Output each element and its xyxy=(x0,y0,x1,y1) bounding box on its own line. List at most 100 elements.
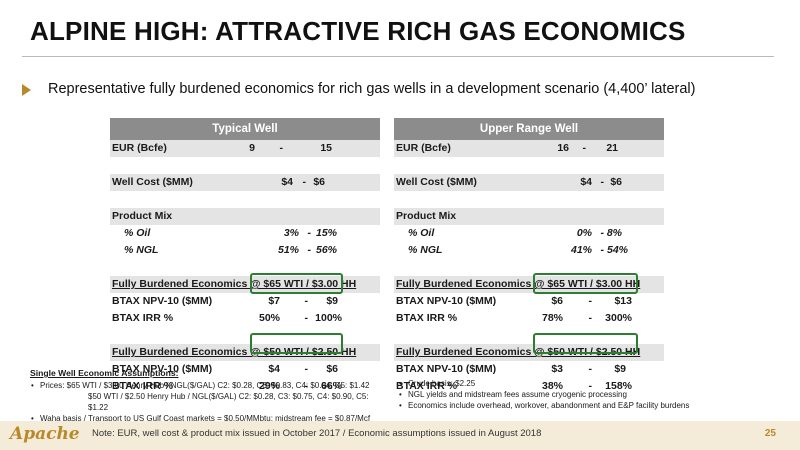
range-dash: - xyxy=(600,176,605,188)
irr-high: 100% xyxy=(315,312,342,324)
assumption-prices-continued: $50 WTI / $2.50 Henry Hub / NGL($/GAL) C… xyxy=(88,392,369,412)
single-well-assumptions: Single Well Economic Assumptions: • Pric… xyxy=(30,368,390,424)
scenario-65-label: Fully Burdened Economics @ $65 WTI / $3.… xyxy=(112,278,357,290)
ngl-high: 54% xyxy=(606,244,628,256)
irr-low: 38% xyxy=(541,380,563,392)
product-mix-row: Product Mix xyxy=(394,208,664,225)
additional-assumptions: • Crude basis: $2.25 • NGL yields and mi… xyxy=(398,378,778,411)
bullet-dot: • xyxy=(399,401,402,410)
ngl-low: 41% xyxy=(570,244,592,256)
npv-high: $13 xyxy=(614,295,632,307)
oil-row: % Oil 0% - 8% xyxy=(394,225,664,242)
spacer-row xyxy=(110,157,380,174)
well-cost-row: Well Cost ($MM) $4 - $6 xyxy=(394,174,664,191)
spacer-row xyxy=(394,157,664,174)
irr-high: 66% xyxy=(320,380,342,392)
range-dash: - xyxy=(302,176,307,188)
range-dash: - xyxy=(304,295,309,307)
highlight-box-typical-65 xyxy=(250,273,343,294)
scenario-50-irr-row: BTAX IRR % 38% - 158% xyxy=(394,378,664,395)
assumption-waha: Waha basis / Transport to US Gulf Coast … xyxy=(40,414,371,423)
npv-low: $4 xyxy=(268,363,280,375)
scenario-50-label: Fully Burdened Economics @ $50 WTI / $2.… xyxy=(396,346,641,358)
irr-low: 50% xyxy=(258,312,280,324)
bullet-triangle-icon xyxy=(22,84,31,96)
range-dash: - xyxy=(588,380,593,392)
oil-high: 8% xyxy=(606,227,622,239)
typical-well-table: Typical Well EUR (Bcfe) 9 - 15 Well Cost… xyxy=(110,118,380,395)
ngl-row: % NGL 41% - 54% xyxy=(394,242,664,259)
npv-high: $6 xyxy=(326,363,338,375)
bullet-dot: • xyxy=(399,390,402,399)
footer-note: Note: EUR, well cost & product mix issue… xyxy=(92,428,542,439)
range-dash: - xyxy=(307,244,312,256)
scenario-50-label: Fully Burdened Economics @ $50 WTI / $2.… xyxy=(112,346,357,358)
eur-low: 9 xyxy=(249,142,255,154)
range-dash: - xyxy=(304,380,309,392)
range-dash: - xyxy=(588,363,593,375)
range-dash: - xyxy=(588,312,593,324)
npv-low: $7 xyxy=(268,295,280,307)
oil-low: 0% xyxy=(576,227,592,239)
irr-low: 29% xyxy=(258,380,280,392)
scenario-65-irr-row: BTAX IRR % 50% - 100% xyxy=(110,310,380,327)
well-cost-low: $4 xyxy=(580,176,592,188)
bullet-dot: • xyxy=(399,379,402,388)
highlight-box-upper-65 xyxy=(533,273,638,294)
product-mix-label: Product Mix xyxy=(112,210,173,222)
assumption-item: • Crude basis: $2.25 xyxy=(398,378,778,389)
highlight-box-typical-50 xyxy=(250,333,343,354)
npv-label: BTAX NPV-10 ($MM) xyxy=(396,363,497,375)
well-cost-high: $6 xyxy=(313,176,325,188)
range-dash: - xyxy=(582,142,587,154)
scenario-50-irr-row: BTAX IRR % 29% - 66% xyxy=(110,378,380,395)
irr-high: 300% xyxy=(605,312,632,324)
oil-label: % Oil xyxy=(124,227,151,239)
well-cost-row: Well Cost ($MM) $4 - $6 xyxy=(110,174,380,191)
well-cost-high: $6 xyxy=(610,176,622,188)
slide-title: ALPINE HIGH: ATTRACTIVE RICH GAS ECONOMI… xyxy=(30,16,686,46)
upper-range-well-table: Upper Range Well EUR (Bcfe) 16 - 21 Well… xyxy=(394,118,664,395)
ngl-label: % NGL xyxy=(408,244,443,256)
irr-label: BTAX IRR % xyxy=(396,380,458,392)
npv-label: BTAX NPV-10 ($MM) xyxy=(112,363,213,375)
assumptions-heading: Single Well Economic Assumptions: xyxy=(30,368,179,378)
oil-label: % Oil xyxy=(408,227,435,239)
scenario-65-header-row: Fully Burdened Economics @ $65 WTI / $3.… xyxy=(110,276,380,293)
eur-label: EUR (Bcfe) xyxy=(112,142,167,154)
irr-label: BTAX IRR % xyxy=(396,312,458,324)
spacer-row xyxy=(394,191,664,208)
ngl-low: 51% xyxy=(277,244,299,256)
range-dash: - xyxy=(588,295,593,307)
eur-row: EUR (Bcfe) 16 - 21 xyxy=(394,140,664,157)
oil-row: % Oil 3% - 15% xyxy=(110,225,380,242)
assumption-item: • Prices: $65 WTI / $3.00 Henry Hub / NG… xyxy=(30,380,390,391)
range-dash: - xyxy=(307,227,312,239)
scenario-50-header-row: Fully Burdened Economics @ $50 WTI / $2.… xyxy=(394,344,664,361)
scenario-65-header-row: Fully Burdened Economics @ $65 WTI / $3.… xyxy=(394,276,664,293)
assumption-crude-basis: Crude basis: $2.25 xyxy=(408,379,476,388)
ngl-label: % NGL xyxy=(124,244,159,256)
page-number: 25 xyxy=(764,428,776,439)
scenario-65-label: Fully Burdened Economics @ $65 WTI / $3.… xyxy=(396,278,641,290)
scenario-50-header-row: Fully Burdened Economics @ $50 WTI / $2.… xyxy=(110,344,380,361)
range-dash: - xyxy=(304,363,309,375)
npv-low: $6 xyxy=(551,295,563,307)
ngl-row: % NGL 51% - 56% xyxy=(110,242,380,259)
well-cost-label: Well Cost ($MM) xyxy=(396,176,477,188)
product-mix-row: Product Mix xyxy=(110,208,380,225)
oil-high: 15% xyxy=(315,227,337,239)
irr-high: 158% xyxy=(605,380,632,392)
eur-low: 16 xyxy=(557,142,569,154)
well-cost-label: Well Cost ($MM) xyxy=(112,176,193,188)
npv-high: $9 xyxy=(614,363,626,375)
upper-range-well-header: Upper Range Well xyxy=(394,118,664,140)
irr-label: BTAX IRR % xyxy=(112,312,174,324)
spacer-row xyxy=(110,191,380,208)
assumption-item: • Waha basis / Transport to US Gulf Coas… xyxy=(30,413,390,424)
npv-label: BTAX NPV-10 ($MM) xyxy=(396,295,497,307)
product-mix-label: Product Mix xyxy=(396,210,457,222)
range-dash: - xyxy=(600,244,605,256)
range-dash: - xyxy=(304,312,309,324)
assumption-prices: Prices: $65 WTI / $3.00 Henry Hub / NGL(… xyxy=(40,381,370,390)
